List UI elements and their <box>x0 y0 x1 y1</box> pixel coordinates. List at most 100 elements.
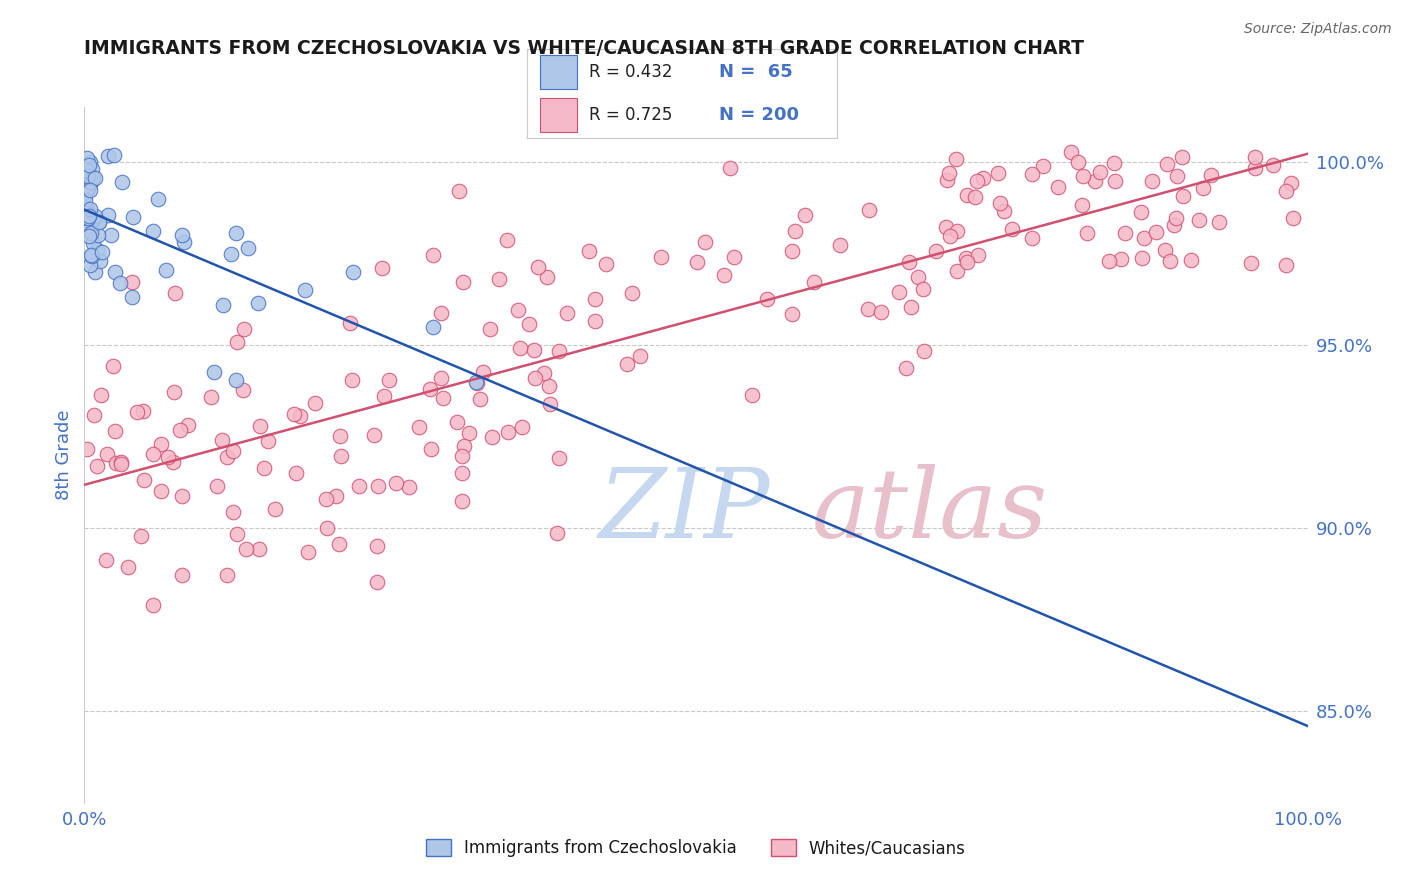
Point <box>488 272 510 286</box>
Point <box>79 183 101 197</box>
Point <box>1071 198 1094 212</box>
Point <box>1088 165 1111 179</box>
Point <box>1279 176 1302 190</box>
Point <box>247 296 270 310</box>
Point <box>132 473 155 487</box>
Point <box>89 253 111 268</box>
Point <box>1144 225 1167 239</box>
Point <box>77 179 100 194</box>
Point <box>149 437 172 451</box>
Point <box>583 313 606 327</box>
Point <box>911 282 934 296</box>
Point <box>163 384 186 399</box>
Point <box>342 265 364 279</box>
Point <box>936 173 959 187</box>
Point <box>628 349 651 363</box>
Point <box>935 219 957 234</box>
Point <box>104 265 127 279</box>
Point <box>315 521 337 535</box>
Point <box>1275 258 1298 272</box>
Point <box>263 502 285 516</box>
Point <box>523 343 546 357</box>
Point <box>79 259 101 273</box>
Point <box>993 203 1015 218</box>
Point <box>430 371 453 385</box>
Point <box>1109 252 1132 267</box>
Point <box>86 459 108 474</box>
Point <box>956 254 979 268</box>
Point <box>76 442 98 456</box>
Text: R = 0.432: R = 0.432 <box>589 63 672 81</box>
Point <box>783 224 806 238</box>
Point <box>370 261 392 276</box>
Point <box>939 229 962 244</box>
Point <box>1060 145 1083 160</box>
Point <box>450 466 472 480</box>
Text: N =  65: N = 65 <box>718 63 793 81</box>
Point <box>363 428 385 442</box>
Point <box>803 276 825 290</box>
Point <box>422 319 444 334</box>
Text: Source: ZipAtlas.com: Source: ZipAtlas.com <box>1244 22 1392 37</box>
Point <box>1208 215 1230 229</box>
Point <box>340 373 363 387</box>
Point <box>713 268 735 282</box>
Point <box>173 235 195 250</box>
Point <box>496 425 519 439</box>
Point <box>202 365 225 379</box>
Point <box>537 379 560 393</box>
Point <box>79 202 101 216</box>
Text: atlas: atlas <box>813 464 1049 558</box>
Point <box>163 286 186 301</box>
Point <box>142 447 165 461</box>
Point <box>219 246 242 260</box>
Point <box>76 182 98 196</box>
Point <box>1192 180 1215 194</box>
Point <box>478 322 501 336</box>
Point <box>217 450 239 464</box>
Point <box>249 418 271 433</box>
Point <box>172 228 194 243</box>
Point <box>232 383 254 397</box>
Point <box>122 210 145 224</box>
Point <box>75 188 97 202</box>
Point <box>987 166 1010 180</box>
Point <box>718 161 741 176</box>
Point <box>686 254 709 268</box>
Point <box>1001 222 1024 236</box>
Point <box>73 193 96 207</box>
Point <box>780 308 803 322</box>
Point <box>225 526 247 541</box>
Point <box>325 489 347 503</box>
Point <box>330 450 353 464</box>
Point <box>955 188 977 202</box>
Legend: Immigrants from Czechoslovakia, Whites/Caucasians: Immigrants from Czechoslovakia, Whites/C… <box>419 832 973 864</box>
Point <box>111 175 134 189</box>
Point <box>339 316 361 330</box>
Text: ZIP: ZIP <box>598 464 769 558</box>
Point <box>946 224 969 238</box>
Point <box>367 479 389 493</box>
Point <box>77 158 100 172</box>
Point <box>103 148 125 162</box>
Point <box>82 171 104 186</box>
Point <box>451 275 474 289</box>
Point <box>247 541 270 556</box>
Point <box>297 545 319 559</box>
Point <box>91 244 114 259</box>
Point <box>1104 155 1126 169</box>
Point <box>450 449 472 463</box>
Point <box>432 392 454 406</box>
Point <box>1282 211 1305 226</box>
Point <box>225 373 247 387</box>
Point <box>80 248 103 262</box>
Point <box>170 489 193 503</box>
Point <box>1188 213 1211 227</box>
Point <box>77 223 100 237</box>
Point <box>110 455 132 469</box>
Point <box>215 568 238 582</box>
Point <box>1076 226 1098 240</box>
Point <box>782 244 804 258</box>
Point <box>723 250 745 264</box>
Point <box>211 434 233 448</box>
